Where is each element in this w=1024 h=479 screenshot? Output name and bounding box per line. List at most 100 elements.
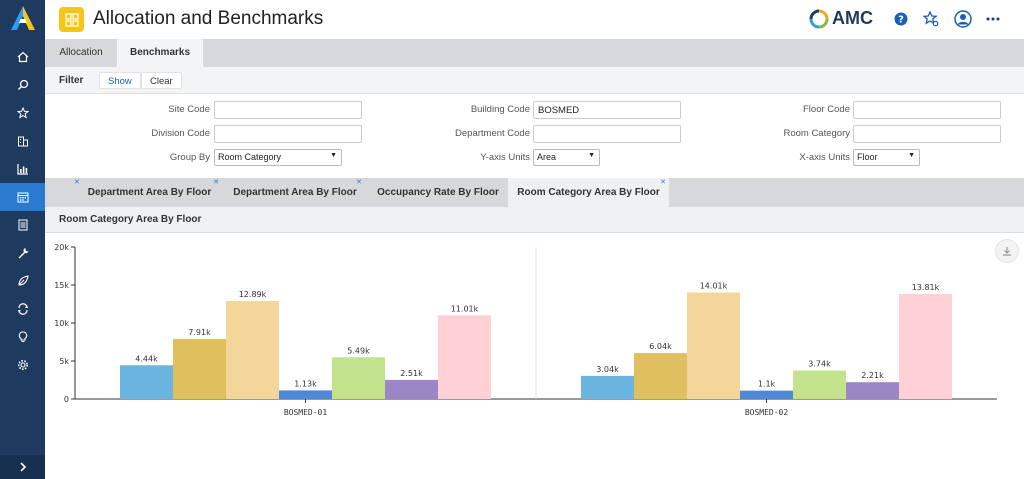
tab-benchmarks[interactable]: Benchmarks	[117, 39, 203, 67]
chevron-right-icon	[19, 462, 26, 472]
bar-value-label: 11.01k	[451, 304, 479, 313]
x-units-value: Floor	[857, 152, 878, 162]
app-grid-icon[interactable]	[59, 7, 84, 32]
bar	[740, 390, 793, 399]
room-category-bar-chart: 0 5k 10k 15k 20k 4.44k 7.91k 12.89k 1.13k 5.49k 2.…	[54, 243, 997, 417]
expand-sidebar-button[interactable]	[0, 455, 45, 479]
clear-button[interactable]: Clear	[141, 72, 182, 89]
svg-text:?: ?	[898, 15, 904, 26]
bar-value-label: 2.21k	[861, 371, 884, 380]
floor-code-input[interactable]	[853, 101, 1001, 119]
download-icon	[1003, 247, 1011, 256]
chart-tab-department-area-1[interactable]: Department Area By Floor ✕ ✕	[74, 178, 222, 207]
filter-bar: Filter Show Clear	[45, 67, 1024, 94]
user-avatar-icon[interactable]	[953, 9, 973, 29]
site-code-input[interactable]	[214, 101, 362, 119]
help-icon[interactable]: ?	[891, 9, 911, 29]
site-code-label: Site Code	[168, 104, 210, 115]
bar	[279, 390, 332, 399]
close-icon[interactable]: ✕	[74, 179, 80, 186]
home-icon[interactable]	[0, 43, 45, 71]
main-tabs: Allocation Benchmarks	[45, 39, 1024, 67]
bulb-icon[interactable]	[0, 323, 45, 351]
bar-value-label: 7.91k	[188, 328, 211, 337]
department-code-label: Department Code	[455, 128, 530, 139]
y-units-value: Area	[537, 152, 557, 162]
building-code-label: Building Code	[470, 104, 530, 115]
x-tick-label: BOSMED-01	[284, 408, 328, 417]
search-icon[interactable]	[0, 71, 45, 99]
chart-panel-title: Room Category Area By Floor	[59, 214, 202, 225]
brand-name: AMC	[832, 8, 873, 28]
amc-logo: AMC	[809, 8, 873, 29]
gear-icon[interactable]	[0, 351, 45, 379]
close-icon[interactable]: ✕	[356, 179, 362, 186]
building-icon[interactable]	[0, 127, 45, 155]
bar-value-label: 14.01k	[700, 282, 728, 291]
close-icon[interactable]: ✕	[660, 179, 666, 186]
bar-value-label: 1.1k	[758, 380, 776, 389]
y-tick-label: 5k	[59, 357, 69, 366]
wrench-icon[interactable]	[0, 239, 45, 267]
bar-value-label: 5.49k	[347, 346, 370, 355]
bar	[226, 301, 279, 399]
filter-form: Site Code Division Code Group By Room Ca…	[45, 94, 1024, 178]
sync-icon[interactable]	[0, 295, 45, 323]
bar	[120, 365, 173, 399]
x-units-select[interactable]: Floor ▼	[853, 149, 920, 166]
dropdown-arrow-icon: ▼	[330, 152, 337, 159]
app-logo-icon[interactable]	[10, 5, 36, 31]
leaf-icon[interactable]	[0, 267, 45, 295]
building-code-input[interactable]: BOSMED	[533, 101, 681, 119]
chart-tab-room-category-area[interactable]: Room Category Area By Floor ✕	[508, 178, 669, 207]
bar	[793, 370, 846, 399]
bar	[581, 375, 634, 399]
group-by-label: Group By	[169, 152, 210, 163]
y-tick-label: 0	[64, 395, 69, 404]
show-button[interactable]: Show	[99, 72, 141, 89]
division-code-input[interactable]	[214, 125, 362, 143]
download-button[interactable]	[995, 239, 1019, 263]
room-category-input[interactable]	[853, 125, 1001, 143]
division-code-label: Division Code	[151, 128, 210, 139]
chart-tabs: Department Area By Floor ✕ ✕ Department …	[45, 178, 1024, 207]
bar	[634, 353, 687, 399]
dropdown-arrow-icon: ▼	[908, 152, 915, 159]
page-title: Allocation and Benchmarks	[93, 8, 324, 29]
chart-tab-label: Occupancy Rate By Floor	[377, 187, 499, 198]
tab-allocation[interactable]: Allocation	[59, 47, 103, 58]
y-units-label: Y-axis Units	[480, 152, 530, 163]
dropdown-arrow-icon: ▼	[588, 152, 595, 159]
sidebar	[0, 0, 45, 479]
chart-tab-department-area-2[interactable]: Department Area By Floor ✕	[225, 178, 365, 207]
group-by-select[interactable]: Room Category ▼	[214, 149, 342, 166]
header: Allocation and Benchmarks AMC ?	[45, 0, 1024, 39]
floor-code-label: Floor Code	[803, 104, 850, 115]
chart-icon[interactable]	[0, 155, 45, 183]
chart-panel-header: Room Category Area By Floor	[45, 207, 1024, 233]
bar	[332, 357, 385, 399]
chart-tab-occupancy-rate[interactable]: Occupancy Rate By Floor	[368, 178, 508, 207]
room-category-label: Room Category	[783, 128, 850, 139]
calendar-icon[interactable]	[0, 183, 45, 211]
bar	[899, 294, 952, 399]
x-units-label: X-axis Units	[799, 152, 850, 163]
chart-tab-label: Department Area By Floor	[233, 187, 357, 198]
star-icon[interactable]	[0, 99, 45, 127]
bar	[438, 315, 491, 399]
y-tick-label: 15k	[54, 281, 69, 290]
bar	[173, 338, 226, 399]
document-icon[interactable]	[0, 211, 45, 239]
more-options-icon[interactable]	[983, 9, 1003, 29]
favorites-settings-icon[interactable]	[921, 9, 941, 29]
bar-value-label: 4.44k	[135, 354, 158, 363]
close-icon[interactable]: ✕	[213, 179, 219, 186]
department-code-input[interactable]	[533, 125, 681, 143]
y-tick-label: 10k	[54, 319, 69, 328]
group-by-value: Room Category	[218, 152, 282, 162]
bar-value-label: 1.13k	[294, 379, 317, 388]
bar	[846, 382, 899, 399]
chart-area: 0 5k 10k 15k 20k 4.44k 7.91k 12.89k 1.13k 5.49k 2.…	[45, 233, 1024, 479]
y-units-select[interactable]: Area ▼	[533, 149, 600, 166]
chart-tab-label: Room Category Area By Floor	[517, 187, 660, 198]
